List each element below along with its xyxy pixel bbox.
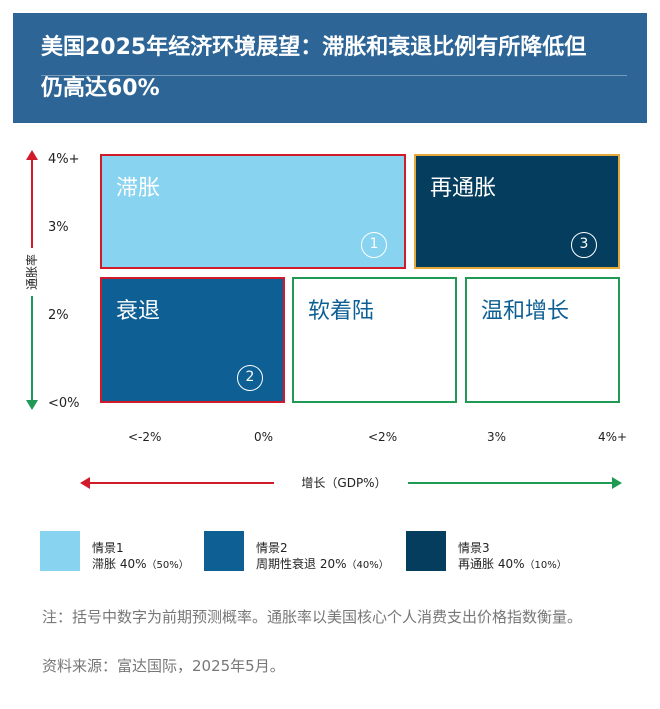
x-tick: 4%+ [598,430,628,444]
y-axis-arrow-up-icon [26,150,38,160]
y-tick: <0% [48,396,80,411]
legend-title: 情景2 [256,541,288,555]
y-tick: 2% [48,308,69,323]
quadrant-stagflation: 滞胀 1 [100,154,406,269]
quadrant-recession: 衰退 2 [100,277,285,403]
y-tick: 4%+ [48,152,80,167]
legend-swatch-scenario-3 [406,531,446,571]
x-axis-arrow-left-icon [80,477,90,489]
y-axis-line-upper [31,156,33,248]
quadrant-label: 滞胀 [116,176,161,201]
legend-item: 情景2 周期性衰退 20%（40%） [256,540,389,574]
x-tick: <-2% [128,430,162,444]
legend-prev: （50%） [146,560,189,571]
legend-swatch-scenario-2 [204,531,244,571]
title-rule [41,75,627,76]
quadrant-label: 再通胀 [430,176,497,201]
scenario-number-badge: 3 [571,232,597,258]
quadrant-label: 衰退 [116,299,161,324]
y-axis-label: 通胀率 [25,254,39,291]
x-tick: 3% [487,430,507,444]
y-axis-line-lower [31,296,33,402]
quadrant-moderate-growth: 温和增长 [465,277,620,403]
footnote: 注：括号中数字为前期预测概率。通胀率以美国核心个人消费支出价格指数衡量。 [42,608,583,626]
legend-item: 情景3 再通胀 40%（10%） [458,540,567,574]
legend-title: 情景1 [92,541,124,555]
x-axis-line-right [408,482,614,484]
x-tick: <2% [368,430,398,444]
quadrant-soft-landing: 软着陆 [292,277,457,403]
legend-item: 情景1 滞胀 40%（50%） [92,540,189,574]
y-axis-arrow-down-icon [26,400,38,410]
quadrant-reinflation: 再通胀 3 [414,154,620,269]
title-band: 美国2025年经济环境展望：滞胀和衰退比例有所降低但仍高达60% [13,13,647,123]
legend-title: 情景3 [458,541,490,555]
y-tick: 3% [48,220,69,235]
legend-swatch-scenario-1 [40,531,80,571]
x-tick: 0% [254,430,274,444]
x-axis-label: 增长（GDP%） [301,476,387,490]
page-title: 美国2025年经济环境展望：滞胀和衰退比例有所降低但仍高达60% [41,35,587,101]
scenario-number-badge: 1 [361,232,387,258]
legend-prev: （40%） [346,560,389,571]
legend-prev: （10%） [524,560,567,571]
legend-name: 再通胀 40% [458,557,525,571]
scenario-number-badge: 2 [237,365,263,391]
quadrant-label: 软着陆 [308,299,375,324]
legend-name: 滞胀 40% [92,557,147,571]
x-axis-line-left [88,482,274,484]
source-note: 资料来源：富达国际，2025年5月。 [42,657,285,675]
legend-name: 周期性衰退 20% [256,557,347,571]
quadrant-label: 温和增长 [481,299,570,324]
x-axis-arrow-right-icon [612,477,622,489]
